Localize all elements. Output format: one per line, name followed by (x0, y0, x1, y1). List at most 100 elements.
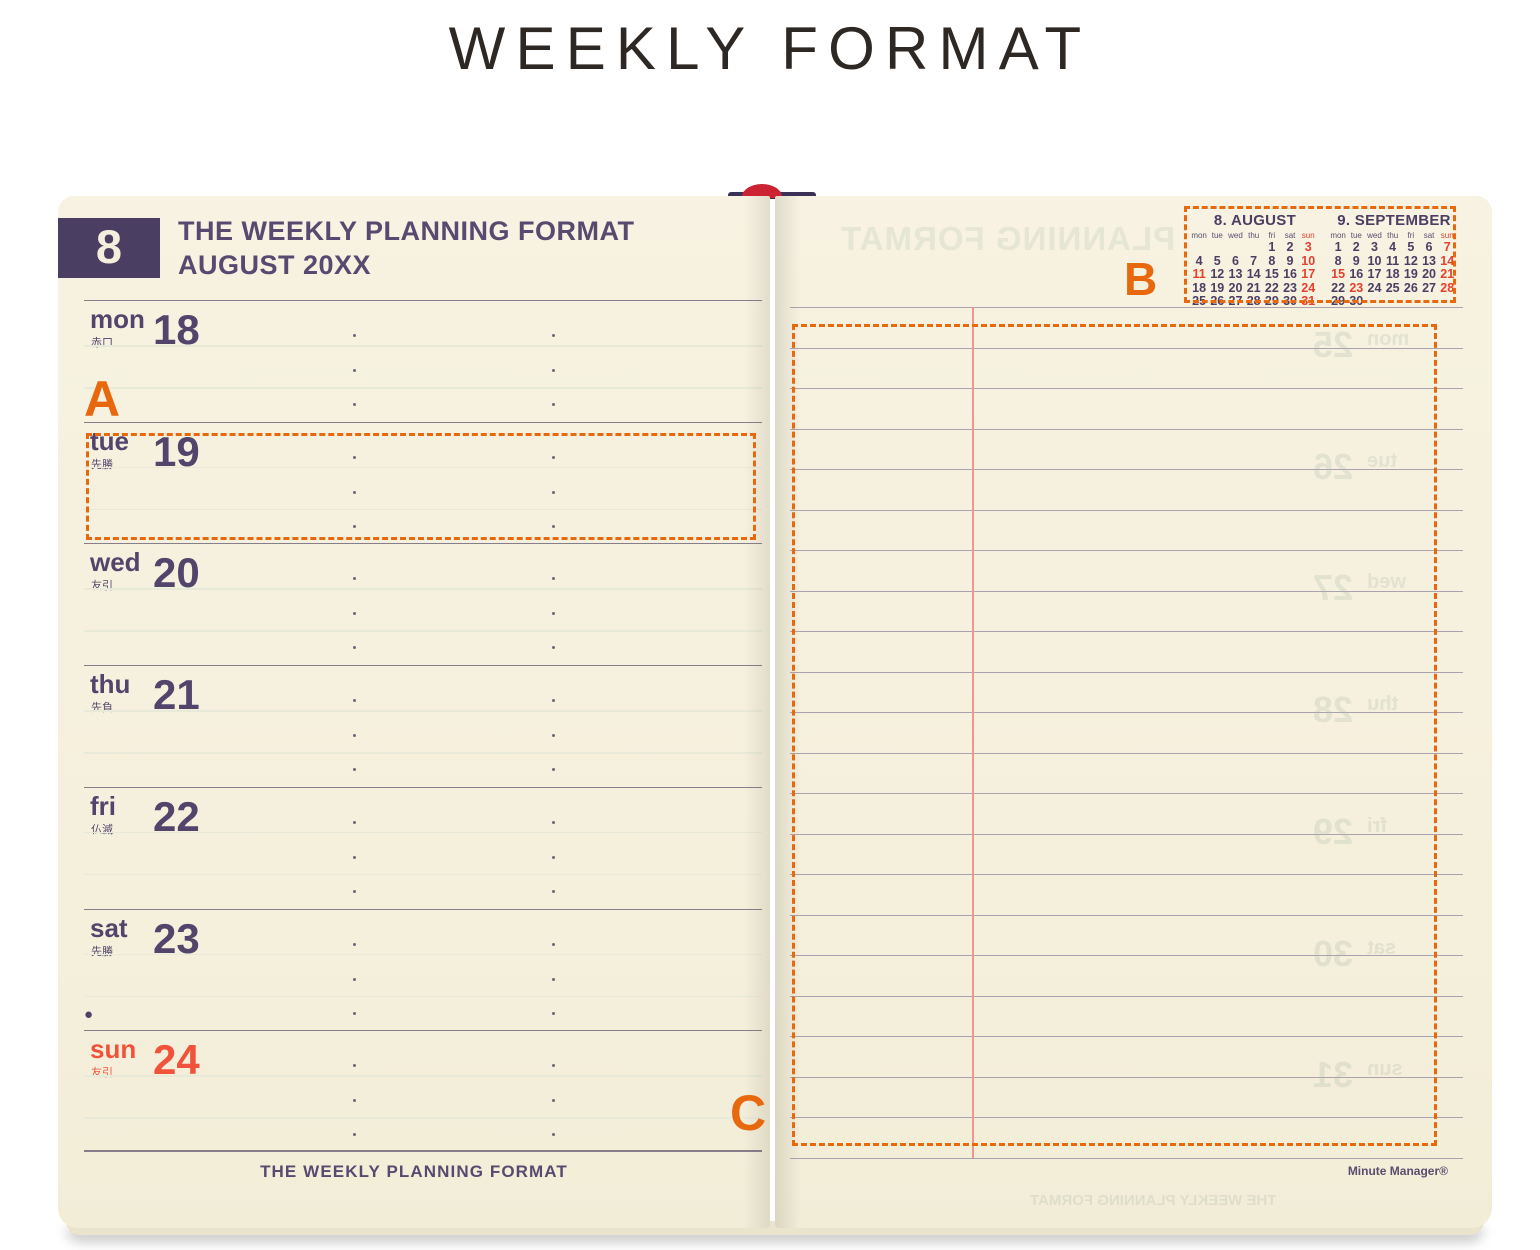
day-date-number: 23 (153, 914, 200, 962)
guide-dot (552, 524, 555, 528)
ruled-line (790, 874, 1463, 876)
ghost-day-sat: sat 30 (1313, 933, 1396, 975)
rokuyo-label: 友引 (91, 1067, 113, 1080)
calendar-date: 23 (1349, 280, 1364, 295)
calendar-date: 11 (1386, 253, 1400, 268)
day-row-sat: sat 先勝 23 (84, 908, 762, 1031)
guide-dot (353, 889, 356, 893)
guide-dot (353, 1011, 356, 1015)
guide-dot (353, 855, 356, 859)
mini-calendar-august: 8. AUGUST mon tue wed thu fri sat sun 1 2 3 4 5 6 7 8 9 1… (1190, 212, 1320, 309)
guide-dot (353, 403, 356, 406)
calendar-date: 2 (1352, 240, 1360, 254)
calendar-date: 5 (1213, 253, 1221, 268)
calendar-date: 17 (1367, 267, 1382, 281)
ghost-day-number: 29 (1313, 810, 1354, 852)
guide-line (84, 345, 762, 347)
ruled-line (790, 995, 1463, 997)
right-page: PLANNING FORMAT THE WEEKLY PLANNING FORM… (775, 196, 1492, 1228)
day-date-number: 24 (153, 1036, 200, 1084)
calendar-date: 3 (1370, 240, 1378, 254)
day-row-sun: sun 友引 24 (84, 1030, 762, 1152)
calendar-date: 21 (1440, 267, 1455, 281)
day-row-thu: thu 先負 21 (84, 665, 762, 787)
rokuyo-label: 先勝 (91, 458, 113, 471)
weekday-header: tue (1350, 231, 1362, 240)
rokuyo-label: 友引 (91, 580, 113, 593)
calendar-date: 27 (1422, 280, 1436, 295)
day-date-number: 19 (153, 427, 200, 475)
day-date-number: 22 (153, 792, 200, 840)
calendar-date: 17 (1301, 267, 1316, 281)
calendar-date: 19 (1210, 280, 1225, 295)
guide-dot (552, 942, 555, 946)
guide-line (84, 953, 762, 956)
calendar-date: 13 (1422, 253, 1436, 268)
guide-dot (552, 1064, 555, 1068)
ruled-line (790, 1158, 1463, 1159)
guide-dot (552, 820, 555, 824)
calendar-date: 4 (1389, 240, 1397, 254)
guide-line (84, 873, 762, 876)
day-name-label: wed (90, 547, 141, 578)
ruled-line (790, 590, 1463, 592)
calendar-date (1208, 241, 1226, 255)
weekday-header: mon (1330, 231, 1346, 240)
guide-dot (552, 369, 555, 372)
ghost-day-number: 27 (1313, 567, 1354, 609)
weekday-header: sun (1440, 231, 1454, 240)
calendar-date: 21 (1246, 280, 1261, 295)
guide-line (84, 588, 762, 590)
guide-dot (552, 646, 555, 650)
ghost-day-number: 26 (1313, 445, 1354, 487)
calendar-date: 2 (1286, 240, 1294, 254)
left-page-title-line1: THE WEEKLY PLANNING FORMAT (178, 216, 635, 246)
ruled-line (790, 752, 1463, 754)
day-row-mon: mon 赤口 18 (84, 300, 762, 422)
calendar-date: 23 (1283, 280, 1297, 295)
ghost-footer-text: THE WEEKLY PLANNING FORMAT (1030, 1192, 1277, 1209)
guide-dot (353, 1064, 356, 1068)
guide-dot (353, 942, 356, 946)
ruled-line (790, 1117, 1463, 1119)
guide-dot (353, 734, 356, 738)
guide-line (84, 630, 762, 632)
day-name-label: sun (90, 1034, 137, 1065)
calendar-date: 16 (1283, 267, 1297, 281)
ruled-line (790, 307, 1463, 308)
guide-line (84, 710, 762, 712)
guide-dot (552, 403, 555, 406)
calendar-date: 15 (1331, 267, 1346, 281)
guide-dot (353, 699, 356, 703)
weekday-header: fri (1407, 231, 1415, 240)
calendar-date: 20 (1422, 267, 1436, 281)
left-page: 8 THE WEEKLY PLANNING FORMAT AUGUST 20XX… (58, 196, 770, 1228)
calendar-date: 9 (1352, 253, 1360, 268)
ghost-day-mon: mon 25 (1313, 324, 1409, 366)
calendar-date (1226, 241, 1244, 255)
guide-dot (552, 734, 555, 738)
ruled-line (790, 347, 1463, 349)
ruled-line (790, 914, 1463, 916)
ruled-line (790, 793, 1463, 795)
ruled-line (790, 631, 1463, 633)
day-name-label: tue (90, 425, 129, 456)
guide-line (84, 387, 762, 389)
ghost-day-tue: tue 26 (1313, 446, 1397, 488)
ghost-day-thu: thu 28 (1313, 689, 1398, 731)
day-name-label: thu (90, 669, 131, 700)
ghost-day-number: 31 (1313, 1054, 1354, 1096)
guide-dot (552, 1133, 555, 1137)
rokuyo-label: 先勝 (91, 945, 113, 958)
mini-calendar-september: 9. SEPTEMBER mon tue wed thu fri sat sun 1 2 3 4 5 6 7… (1329, 212, 1459, 309)
red-center-rule (972, 307, 974, 1158)
guide-dot (353, 768, 356, 772)
calendar-date: 10 (1301, 253, 1316, 268)
guide-dot (353, 334, 356, 337)
guide-dot (552, 1011, 555, 1015)
left-page-footer: THE WEEKLY PLANNING FORMAT (260, 1162, 568, 1181)
calendar-date: 18 (1192, 280, 1207, 295)
rokuyo-label: 赤口 (91, 337, 113, 349)
calendar-date: 22 (1331, 280, 1346, 295)
calendar-date: 20 (1228, 280, 1243, 295)
